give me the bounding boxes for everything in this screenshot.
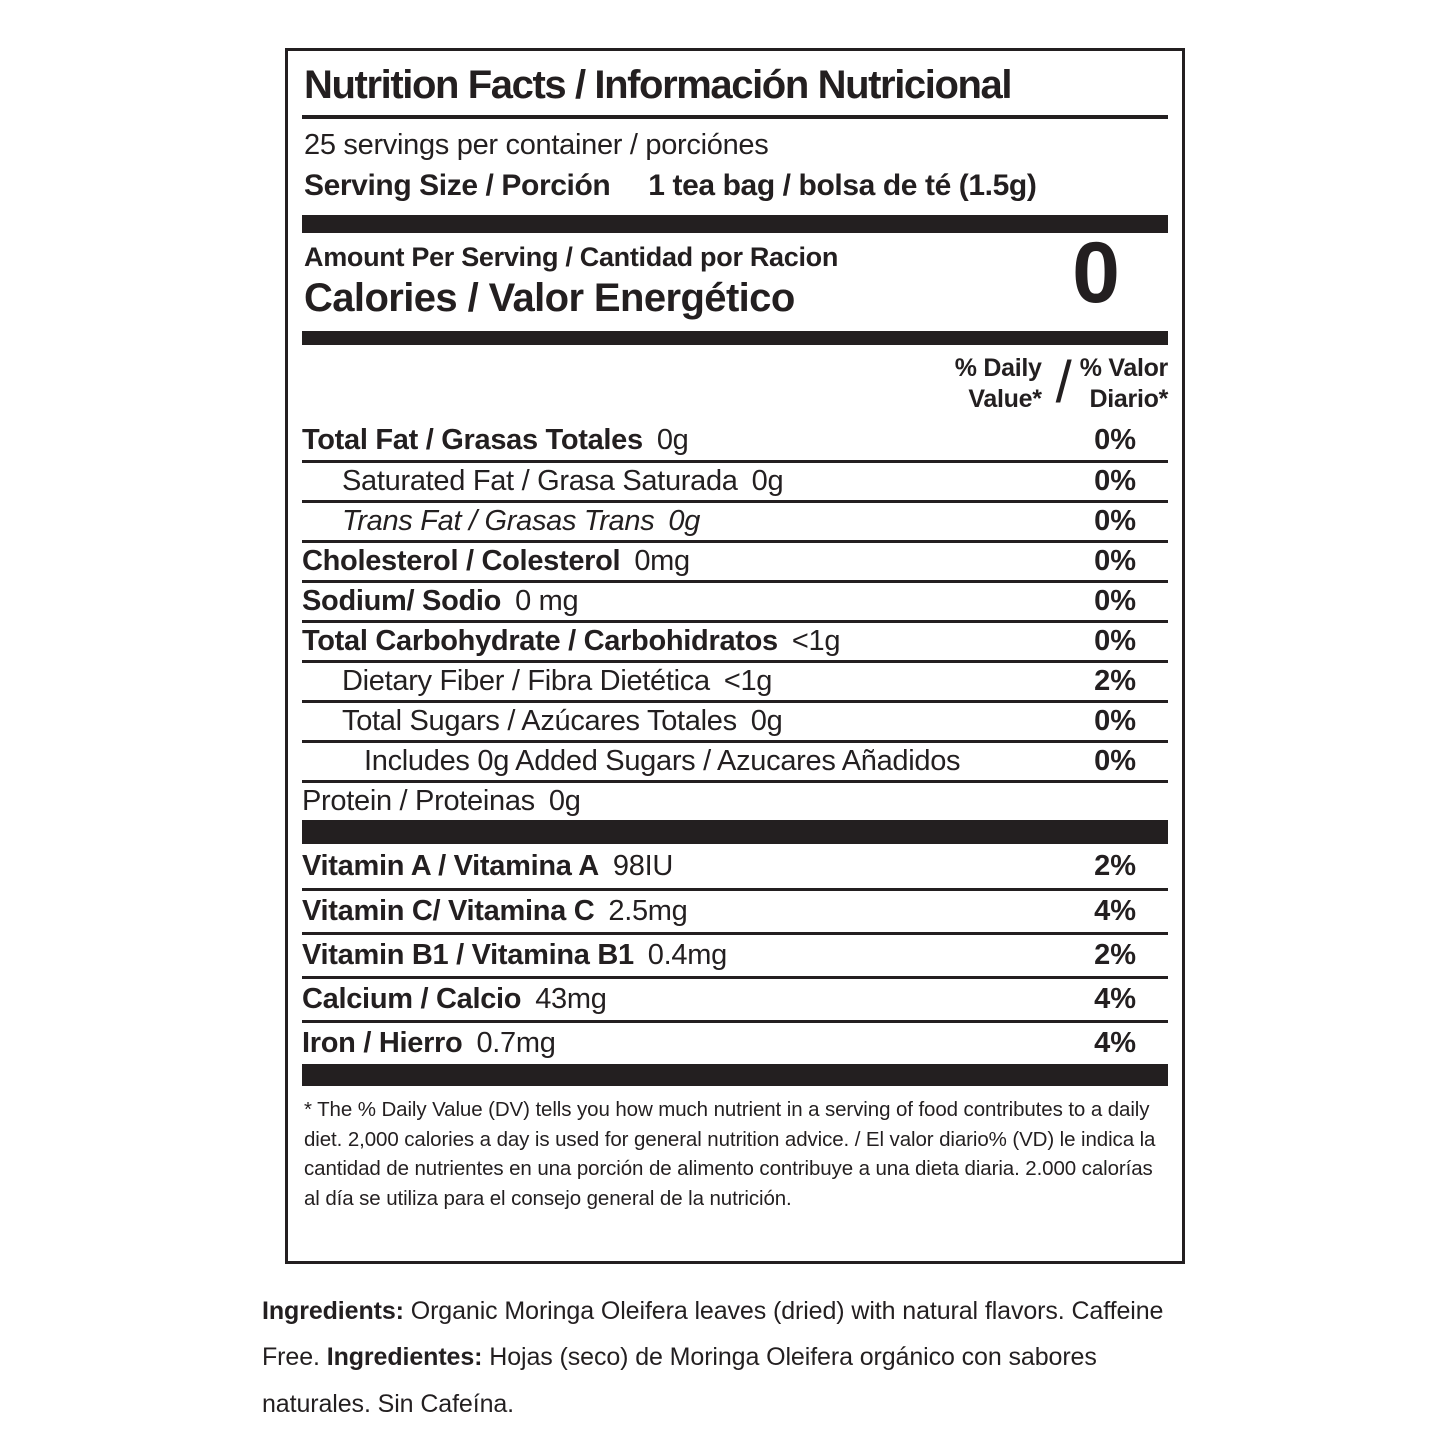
vitamin-row-a: Vitamin A / Vitamina A 98IU 2%: [302, 844, 1168, 888]
nutrient-row-trans-fat: Trans Fat / Grasas Trans 0g 0%: [302, 500, 1168, 540]
nutrient-name: Total Carbohydrate / Carbohidratos: [302, 625, 778, 657]
vitamin-rows: Vitamin A / Vitamina A 98IU 2% Vitamin C/…: [302, 844, 1168, 1064]
nutrient-name: Trans Fat / Grasas Trans: [342, 505, 655, 537]
divider-bar-top: [302, 215, 1168, 233]
vitamin-dv: 2%: [1094, 939, 1136, 971]
nutrient-name: Sodium/ Sodio: [302, 585, 502, 617]
vitamin-name: Vitamin A / Vitamina A: [302, 849, 599, 882]
nutrient-name: Saturated Fat / Grasa Saturada: [342, 465, 738, 497]
servings-per-container: 25 servings per container / porciónes: [304, 129, 769, 161]
dv-header-slash: /: [1055, 350, 1072, 416]
nutrient-name: Protein / Proteinas: [302, 785, 535, 817]
nutrient-row-total-fat: Total Fat / Grasas Totales 0g 0%: [302, 420, 1168, 460]
ingredients-text-es: Hojas (seco) de Moringa Oleifera orgánic…: [262, 1343, 1097, 1418]
nutrient-amount: 0g: [750, 705, 783, 737]
nutrient-rows: Total Fat / Grasas Totales 0g 0% Saturate…: [302, 420, 1168, 820]
vitamin-amount: 0.7mg: [476, 1027, 556, 1059]
nutrient-dv: 0%: [1094, 585, 1136, 617]
nutrient-amount: 0g: [548, 785, 581, 817]
vitamin-name: Calcium / Calcio: [302, 983, 522, 1015]
nutrient-dv: 0%: [1094, 745, 1136, 777]
nutrient-amount: 0 mg: [515, 585, 579, 617]
nutrient-amount: 0g: [751, 465, 784, 497]
nutrient-row-cholesterol: Cholesterol / Colesterol 0mg 0%: [302, 540, 1168, 580]
vitamin-name: Vitamin B1 / Vitamina B1: [302, 939, 634, 971]
vitamin-row-c: Vitamin C/ Vitamina C 2.5mg 4%: [302, 888, 1168, 932]
title-rule: [302, 115, 1168, 119]
nutrient-dv: 0%: [1094, 705, 1136, 737]
vitamin-amount: 2.5mg: [608, 895, 688, 927]
nutrient-dv: 0%: [1094, 625, 1136, 657]
serving-size-line: Serving Size / Porción 1 tea bag / bolsa …: [302, 162, 1168, 215]
ingredients-text-en: Organic Moringa Oleifera leaves (dried) …: [262, 1297, 1164, 1372]
vitamin-name: Iron / Hierro: [302, 1027, 463, 1059]
vitamin-row-calcium: Calcium / Calcio 43mg 4%: [302, 976, 1168, 1020]
calories-value: 0: [1072, 225, 1120, 321]
nutrient-row-protein: Protein / Proteinas 0g: [302, 780, 1168, 820]
calories-label: Calories / Valor Energético: [304, 276, 795, 320]
vitamin-amount: 43mg: [535, 983, 607, 1015]
vitamin-dv: 4%: [1094, 895, 1136, 927]
footnote-text: * The % Daily Value (DV) tells you how m…: [304, 1098, 1156, 1211]
nutrient-name: Includes 0g Added Sugars / Azucares Añad…: [364, 745, 961, 777]
serving-size-value: 1 tea bag / bolsa de té (1.5g): [648, 169, 1037, 202]
nutrient-row-total-sugars: Total Sugars / Azúcares Totales 0g 0%: [302, 700, 1168, 740]
nutrient-row-total-carbohydrate: Total Carbohydrate / Carbohidratos <1g 0%: [302, 620, 1168, 660]
nutrient-amount: <1g: [723, 665, 773, 697]
daily-value-header: % Daily Value* / % Valor Diario*: [302, 345, 1169, 420]
nutrient-amount: 0mg: [634, 545, 690, 577]
nutrient-row-sodium: Sodium/ Sodio 0 mg 0%: [302, 580, 1168, 620]
nutrient-row-saturated-fat: Saturated Fat / Grasa Saturada 0g 0%: [302, 460, 1168, 500]
dv-header-en: % Daily Value*: [954, 354, 1042, 413]
nutrient-amount: 0g: [656, 423, 689, 456]
nutrient-dv: 0%: [1094, 505, 1136, 537]
ingredients-label-en: Ingredients:: [262, 1297, 404, 1325]
serving-size-label: Serving Size / Porción: [304, 169, 611, 202]
nutrient-dv: 0%: [1094, 545, 1136, 577]
ingredients-label-es: Ingredientes:: [326, 1343, 483, 1372]
nutrient-amount: <1g: [791, 625, 841, 657]
nutrient-amount: 0g: [668, 505, 701, 537]
nutrient-name: Cholesterol / Colesterol: [302, 545, 621, 577]
divider-bar-vitamins: [302, 820, 1168, 844]
nutrient-name: Total Sugars / Azúcares Totales: [342, 705, 737, 737]
nutrient-row-dietary-fiber: Dietary Fiber / Fibra Dietética <1g 2%: [302, 660, 1168, 700]
ingredients-paragraph: Ingredients: Organic Moringa Oleifera le…: [262, 1288, 1167, 1427]
nutrient-dv: 0%: [1094, 423, 1136, 456]
vitamin-name: Vitamin C/ Vitamina C: [302, 895, 595, 927]
nutrient-dv: 2%: [1094, 665, 1136, 697]
vitamin-dv: 4%: [1094, 983, 1136, 1015]
vitamin-amount: 0.4mg: [647, 939, 727, 971]
divider-bar-calories: [302, 331, 1168, 345]
dv-header-es: % Valor Diario*: [1079, 354, 1169, 413]
vitamin-row-b1: Vitamin B1 / Vitamina B1 0.4mg 2%: [302, 932, 1168, 976]
vitamin-amount: 98IU: [612, 849, 673, 882]
divider-bar-footnote: [302, 1064, 1168, 1086]
nutrition-facts-panel: Nutrition Facts / Información Nutriciona…: [285, 48, 1185, 1264]
nutrient-name: Total Fat / Grasas Totales: [302, 423, 643, 456]
vitamin-dv: 4%: [1094, 1027, 1136, 1059]
nutrient-row-added-sugars: Includes 0g Added Sugars / Azucares Añad…: [302, 740, 1168, 780]
vitamin-dv: 2%: [1094, 849, 1136, 882]
vitamin-row-iron: Iron / Hierro 0.7mg 4%: [302, 1020, 1168, 1064]
label-title: Nutrition Facts / Información Nutriciona…: [304, 63, 1012, 107]
calories-section: Amount Per Serving / Cantidad por Racion…: [302, 225, 1168, 331]
nutrient-dv: 0%: [1094, 465, 1136, 497]
nutrient-name: Dietary Fiber / Fibra Dietética: [342, 665, 710, 697]
amount-per-serving-label: Amount Per Serving / Cantidad por Racion: [304, 242, 839, 272]
